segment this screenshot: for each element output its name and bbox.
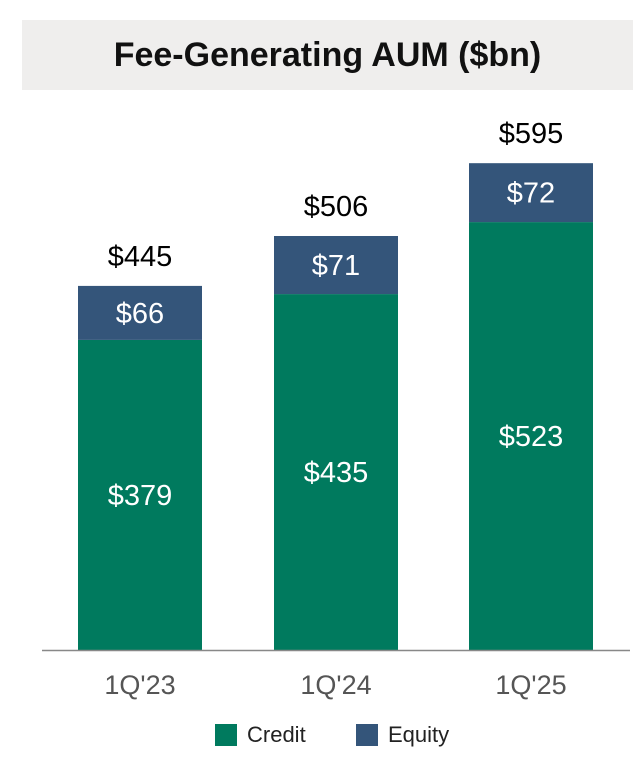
x-tick-label-2: 1Q'24	[300, 670, 371, 700]
bar-credit-2	[274, 294, 398, 650]
legend-swatch-equity	[356, 724, 378, 746]
x-tick-label-1: 1Q'23	[104, 670, 175, 700]
chart-title: Fee-Generating AUM ($bn)	[113, 35, 542, 74]
legend-label-credit: Credit	[247, 722, 306, 747]
bar-equity-1	[78, 285, 202, 340]
legend-swatch-credit	[215, 724, 237, 746]
legend: Credit Equity	[0, 722, 633, 750]
data-label-credit-3: $523	[499, 421, 564, 453]
data-label-credit-1: $379	[108, 480, 173, 512]
data-label-equity-3: $72	[507, 178, 555, 210]
bar-credit-1	[78, 339, 202, 650]
total-label-3: $595	[499, 118, 564, 150]
legend-item-credit: Credit	[215, 722, 306, 748]
data-label-equity-1: $66	[116, 298, 164, 330]
bar-credit-3	[469, 222, 593, 650]
bar-equity-3	[469, 163, 593, 223]
total-label-2: $506	[304, 191, 369, 223]
data-label-credit-2: $435	[304, 457, 369, 489]
title-band: Fee-Generating AUM ($bn)	[22, 20, 633, 90]
total-label-1: $445	[108, 241, 173, 273]
legend-item-equity: Equity	[356, 722, 449, 748]
x-tick-label-3: 1Q'25	[495, 670, 566, 700]
data-label-equity-2: $71	[312, 250, 360, 282]
bar-equity-2	[274, 236, 398, 295]
legend-label-equity: Equity	[388, 722, 450, 747]
